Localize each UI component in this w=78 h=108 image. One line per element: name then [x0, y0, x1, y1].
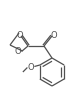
- Text: O: O: [28, 63, 34, 71]
- Text: O: O: [16, 30, 23, 40]
- Text: O: O: [50, 30, 57, 40]
- Text: O: O: [14, 48, 21, 56]
